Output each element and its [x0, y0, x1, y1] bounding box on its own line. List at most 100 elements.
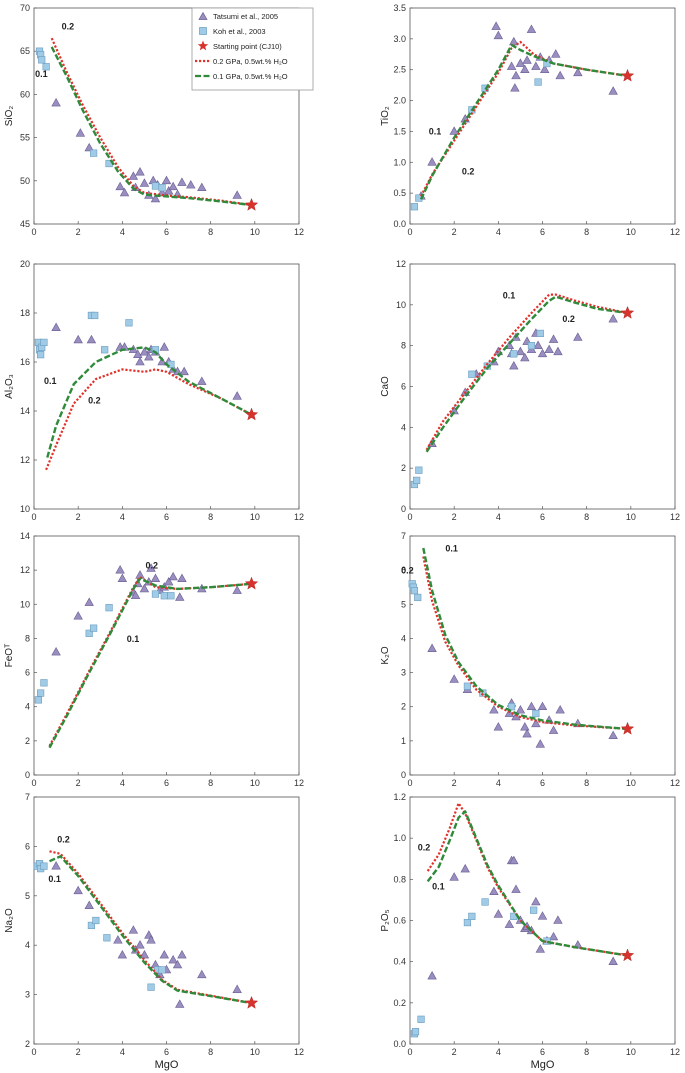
x-tick-label: 8 — [584, 512, 589, 522]
x-axis-label: MgO — [531, 1059, 555, 1071]
tatsumi-point — [84, 597, 94, 606]
y-tick-label: 2.5 — [393, 65, 406, 75]
koh-point — [90, 624, 98, 632]
koh-point — [411, 1028, 420, 1036]
tatsumi-point — [493, 909, 504, 918]
legend-line-02-label: 0.2 GPa, 0.5wt.% H₂O — [213, 57, 288, 66]
y-tick-label: 10 — [396, 300, 406, 310]
y-tick-label: 0 — [401, 504, 406, 514]
tatsumi-point — [186, 180, 196, 189]
x-tick-label: 4 — [120, 778, 125, 788]
legend-frame — [191, 7, 314, 91]
x-tick-label: 6 — [164, 778, 169, 788]
tatsumi-point — [84, 142, 94, 152]
tatsumi-point — [51, 861, 61, 870]
tatsumi-point — [135, 570, 145, 579]
y-tick-label: 55 — [20, 133, 30, 143]
x-tick-label: 6 — [540, 778, 545, 788]
x-tick-label: 0 — [407, 512, 412, 522]
tatsumi-point — [133, 349, 143, 358]
legend-tatsumi-marker — [198, 11, 208, 20]
tatsumi-point — [493, 722, 504, 731]
y-tick-label: 6 — [401, 565, 406, 575]
pressure-annotation: 0.2 — [401, 566, 414, 576]
y-tick-label: 0.0 — [393, 1039, 406, 1049]
y-tick-label: 5 — [401, 599, 406, 609]
x-tick-label: 4 — [496, 1047, 501, 1057]
tatsumi-point — [511, 70, 521, 80]
x-tick-label: 10 — [250, 227, 260, 237]
tatsumi-point — [150, 193, 161, 203]
y-tick-label: 5 — [25, 891, 30, 901]
y-tick-label: 0.5 — [393, 188, 406, 198]
pressure-annotation: 0.1 — [429, 127, 442, 137]
x-tick-label: 2 — [452, 227, 457, 237]
x-tick-label: 4 — [120, 512, 125, 522]
x-tick-label: 0 — [31, 227, 36, 237]
x-tick-label: 4 — [120, 1047, 125, 1057]
y-tick-label: 3.5 — [393, 3, 406, 13]
tatsumi-point — [115, 181, 125, 191]
tatsumi-point — [146, 935, 156, 944]
koh-point — [37, 689, 45, 697]
tatsumi-point — [177, 949, 187, 959]
y-tick-label: 0 — [401, 770, 406, 780]
y-axis-label: FeOᵀ — [4, 643, 15, 667]
tatsumi-point — [449, 674, 459, 683]
tatsumi-point — [161, 175, 172, 185]
y-tick-label: 0.4 — [393, 957, 406, 967]
starting-point-star — [244, 576, 259, 590]
y-tick-label: 7 — [401, 531, 406, 541]
y-axis-label: CaO — [380, 376, 391, 397]
y-axis-label: K₂O — [380, 646, 391, 665]
y-tick-label: 1.0 — [393, 833, 406, 843]
tatsumi-point — [197, 376, 207, 385]
y-tick-label: 4 — [401, 633, 406, 643]
y-axis-label: Na₂O — [4, 908, 15, 933]
tatsumi-point — [179, 366, 189, 376]
tatsumi-point — [197, 969, 207, 979]
y-tick-label: 14 — [20, 406, 30, 416]
y-tick-label: 2 — [401, 463, 406, 473]
plot-frame — [409, 7, 676, 225]
koh-point — [463, 918, 472, 927]
koh-point — [468, 912, 476, 920]
koh-point — [158, 966, 166, 974]
tatsumi-point — [491, 21, 501, 30]
x-tick-label: 10 — [250, 512, 260, 522]
koh-point — [125, 319, 133, 327]
tatsumi-point — [510, 83, 520, 92]
series-line-0-2-gpa — [49, 850, 252, 1005]
x-axis-label: MgO — [155, 1059, 179, 1071]
koh-point — [536, 329, 544, 338]
x-tick-label: 4 — [120, 227, 125, 237]
x-tick-label: 8 — [208, 227, 213, 237]
tatsumi-point — [511, 711, 521, 721]
koh-point — [415, 466, 423, 474]
tatsumi-point — [128, 171, 139, 180]
x-tick-label: 12 — [294, 1047, 304, 1057]
tatsumi-point — [168, 181, 178, 191]
x-tick-label: 2 — [76, 227, 81, 237]
tatsumi-point — [117, 949, 128, 959]
x-tick-label: 8 — [584, 1047, 589, 1057]
y-tick-label: 45 — [20, 219, 30, 229]
x-tick-label: 2 — [76, 1047, 81, 1057]
x-tick-label: 12 — [670, 778, 680, 788]
y-tick-label: 8 — [401, 341, 406, 351]
starting-point-star — [620, 721, 635, 735]
starting-point-star — [620, 305, 635, 319]
tatsumi-point — [533, 340, 543, 349]
x-tick-label: 6 — [540, 512, 545, 522]
tatsumi-point — [504, 919, 515, 928]
tatsumi-point — [168, 571, 178, 581]
series-line-0-2-gpa — [420, 40, 628, 197]
plot-frame — [409, 796, 676, 1045]
tatsumi-point — [531, 896, 541, 906]
tatsumi-point — [135, 356, 145, 366]
tatsumi-point — [555, 705, 565, 714]
tatsumi-point — [119, 187, 130, 197]
koh-point — [38, 56, 46, 64]
tatsumi-point — [493, 30, 504, 40]
